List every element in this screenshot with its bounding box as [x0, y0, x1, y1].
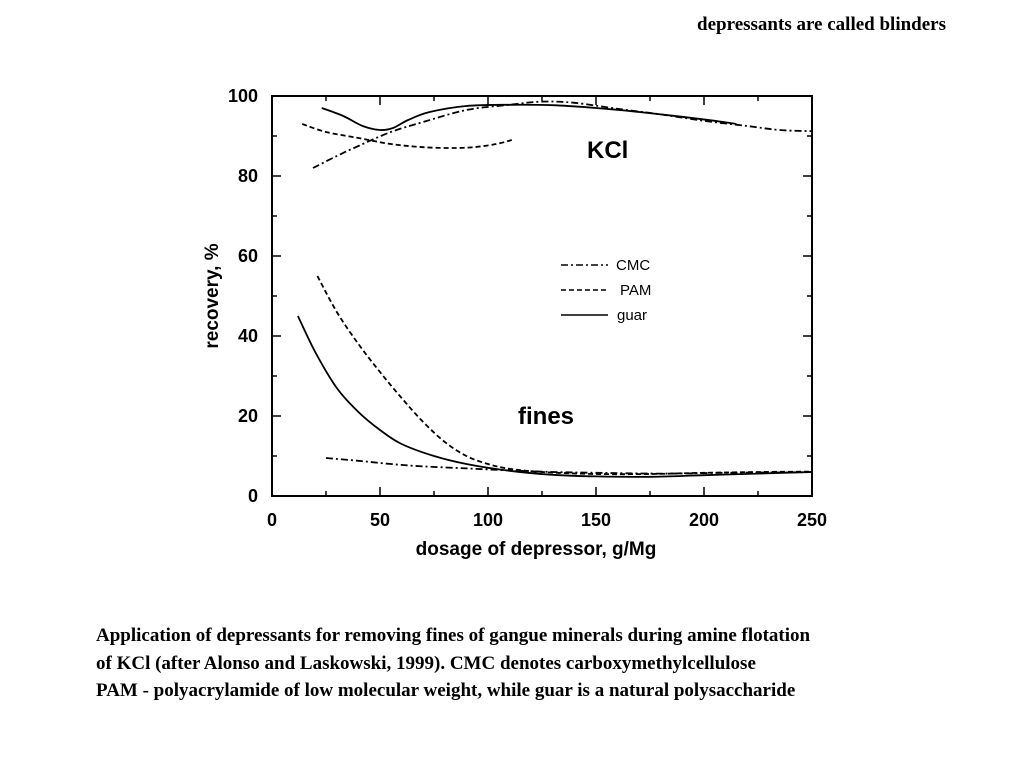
- y-tick-label: 80: [238, 166, 258, 186]
- plot-frame: [271, 95, 813, 497]
- annotation-kcl: KCl: [587, 137, 628, 164]
- x-tick-label: 250: [797, 510, 827, 530]
- x-tick-label: 0: [267, 510, 277, 530]
- header-note: depressants are called blinders: [697, 14, 946, 35]
- series-pam-fines: [316, 275, 813, 476]
- series-lines: [297, 100, 813, 478]
- series-guar-fines: [297, 315, 813, 478]
- x-tick-label: 150: [581, 510, 611, 530]
- series-cmc-kcl: [312, 100, 813, 169]
- figure-caption: Application of depressants for removing …: [96, 622, 996, 705]
- annotation-fines: fines: [518, 403, 574, 430]
- caption-line-2: of KCl (after Alonso and Laskowski, 1999…: [96, 652, 756, 674]
- caption-line-1: Application of depressants for removing …: [96, 625, 811, 646]
- series-guar-kcl: [321, 103, 737, 131]
- series-pam-kcl: [301, 123, 513, 149]
- y-tick-label: 20: [238, 406, 258, 426]
- series-cmc-fines: [325, 457, 813, 475]
- y-tick-label: 40: [238, 326, 258, 346]
- legend-label-pam: PAM: [620, 282, 651, 299]
- legend: CMC PAM guar: [561, 257, 651, 324]
- caption-line-3: PAM - polyacrylamide of low molecular we…: [96, 680, 796, 701]
- y-tick-label: 100: [228, 86, 258, 106]
- axis-ticks: [271, 95, 813, 497]
- y-axis-label: recovery, %: [202, 243, 223, 348]
- legend-label-cmc: CMC: [616, 257, 650, 274]
- x-axis-label: dosage of depressor, g/Mg: [416, 539, 657, 560]
- x-tick-label: 100: [473, 510, 503, 530]
- y-tick-label: 0: [248, 486, 258, 506]
- x-tick-label: 200: [689, 510, 719, 530]
- recovery-chart: 0 50 100 150 200 250 0 20 40 60 80 100 dosage of de…: [202, 86, 827, 560]
- y-tick-label: 60: [238, 246, 258, 266]
- x-tick-label: 50: [370, 510, 390, 530]
- legend-label-guar: guar: [617, 307, 647, 324]
- tick-labels: 0 50 100 150 200 250 0 20 40 60 80 100: [228, 86, 827, 530]
